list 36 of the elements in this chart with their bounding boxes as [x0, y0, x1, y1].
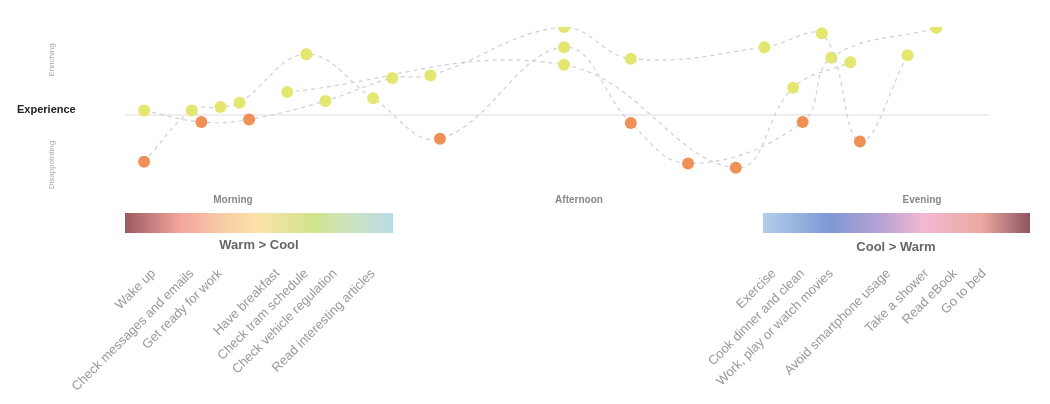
- point: [758, 41, 771, 54]
- point: [729, 161, 742, 174]
- point: [796, 116, 809, 129]
- text: Morning: [213, 193, 253, 205]
- point: [815, 27, 828, 40]
- point: [243, 113, 256, 126]
- text: Evening: [902, 193, 942, 205]
- point: [319, 94, 332, 107]
- point: [386, 72, 399, 85]
- point: [825, 51, 838, 64]
- point: [682, 157, 695, 170]
- point: [901, 49, 914, 62]
- text: Disappointing: [46, 140, 56, 190]
- point: [624, 52, 637, 65]
- text: Warm > Cool: [219, 236, 299, 252]
- point: [185, 104, 198, 117]
- point: [424, 69, 437, 82]
- point: [853, 135, 866, 148]
- point: [138, 104, 151, 117]
- text: Enriching: [46, 43, 56, 77]
- point: [787, 81, 800, 94]
- point: [844, 56, 857, 69]
- point: [558, 41, 571, 54]
- point: [195, 116, 208, 129]
- point: [558, 58, 571, 71]
- point: [367, 92, 380, 105]
- text: Afternoon: [555, 193, 603, 205]
- point: [233, 96, 246, 109]
- point: [624, 116, 637, 129]
- point: [214, 101, 227, 114]
- text: Cool > Warm: [856, 238, 936, 254]
- y-axis-title: Experience: [17, 103, 76, 115]
- point: [281, 86, 294, 99]
- point: [433, 132, 446, 145]
- point: [300, 48, 313, 61]
- point: [138, 155, 151, 168]
